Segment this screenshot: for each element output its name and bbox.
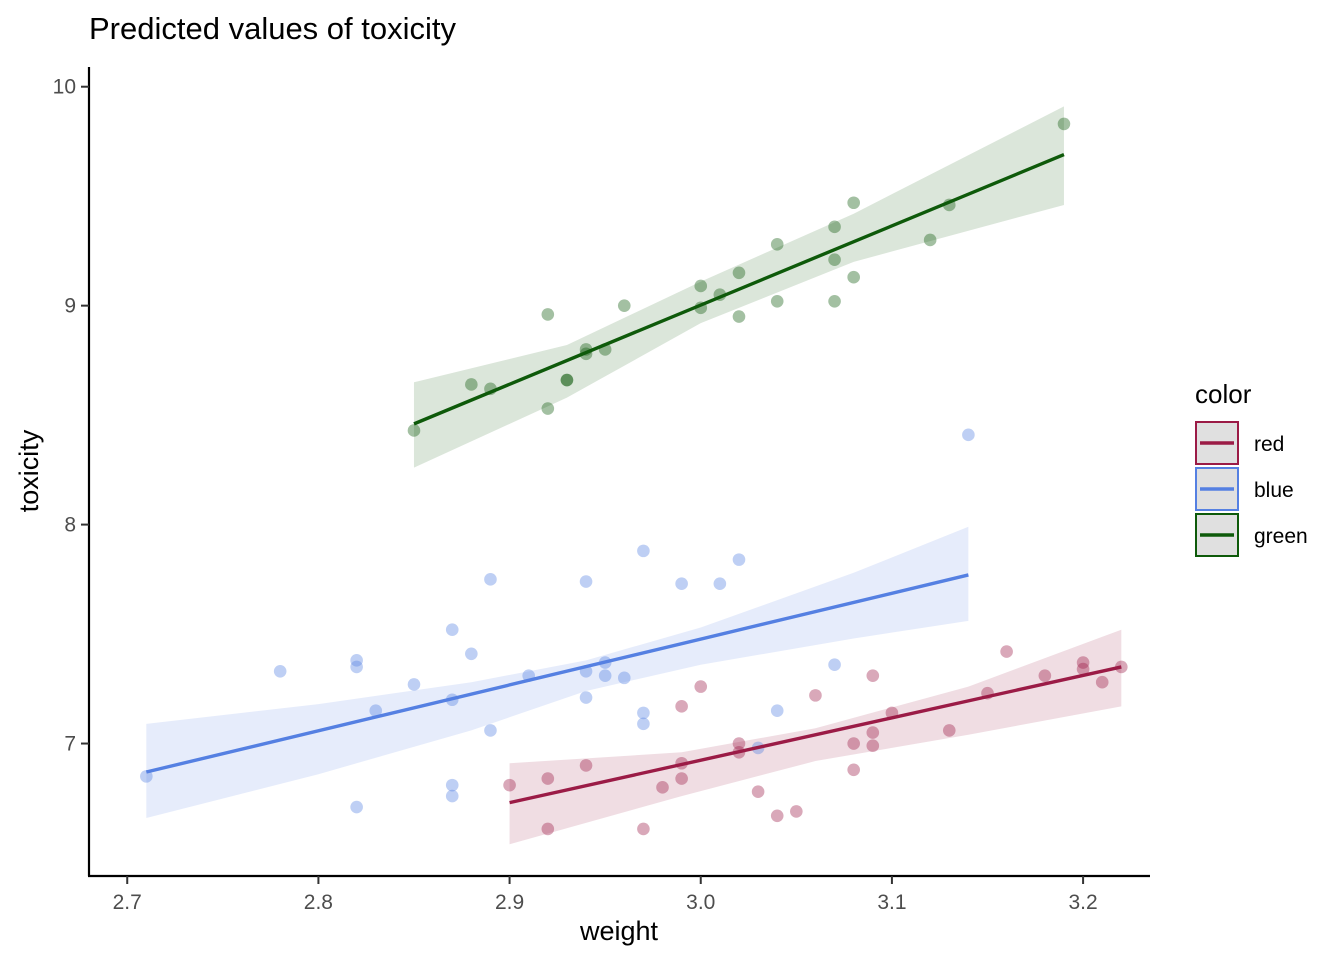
point-green-18 [828, 294, 841, 308]
point-blue-2 [350, 660, 363, 674]
x-tick-label-4: 3.1 [877, 891, 906, 914]
point-green-14 [732, 310, 746, 323]
confidence-band-green [413, 106, 1064, 468]
point-red-4 [637, 822, 650, 836]
confidence-band-red [509, 629, 1122, 845]
x-tick-label-5: 3.2 [1068, 891, 1097, 914]
point-green-0 [407, 424, 421, 437]
point-red-27 [1076, 656, 1090, 669]
point-green-17 [770, 238, 784, 251]
point-blue-23 [637, 717, 650, 731]
y-axis-title: toxicity [14, 429, 44, 512]
point-green-22 [847, 196, 860, 210]
point-green-20 [828, 220, 841, 234]
point-red-5 [656, 781, 669, 794]
point-blue-26 [732, 553, 746, 566]
point-blue-17 [579, 691, 593, 704]
point-blue-19 [598, 669, 612, 682]
point-blue-12 [484, 573, 497, 586]
y-tick-label-3: 10 [53, 76, 76, 99]
point-green-15 [732, 266, 746, 280]
point-green-5 [560, 373, 574, 387]
point-blue-1 [273, 664, 287, 678]
fit-lines [145, 153, 1122, 805]
x-axis-ticks: 2.7 2.8 2.9 3.0 3.1 3.2 [113, 876, 1098, 914]
point-red-1 [541, 772, 555, 785]
point-blue-22 [637, 706, 650, 720]
x-axis-title: weight [579, 916, 659, 946]
point-red-26 [1076, 662, 1090, 676]
chart-title: Predicted values of toxicity [89, 11, 457, 46]
legend-label-blue: blue [1254, 479, 1294, 502]
confidence-bands [146, 106, 1122, 845]
data-points [140, 117, 1128, 836]
point-red-2 [541, 822, 555, 836]
point-blue-21 [637, 544, 650, 558]
y-tick-label-2: 9 [64, 295, 76, 318]
point-green-6 [560, 373, 574, 387]
point-green-10 [617, 299, 631, 312]
point-blue-28 [770, 704, 784, 717]
x-tick-label-3: 3.0 [686, 891, 715, 914]
point-blue-13 [484, 724, 497, 737]
point-red-8 [675, 700, 688, 713]
point-blue-10 [445, 789, 459, 803]
legend-label-green: green [1254, 525, 1308, 548]
point-blue-5 [369, 704, 383, 717]
point-green-19 [828, 253, 841, 266]
point-green-12 [694, 279, 708, 293]
point-green-3 [541, 402, 555, 415]
legend: color red blue green [1195, 379, 1308, 557]
y-tick-label-0: 7 [64, 733, 76, 756]
point-red-12 [751, 785, 765, 799]
y-tick-label-1: 8 [64, 514, 76, 537]
point-red-25 [1038, 669, 1052, 682]
point-blue-25 [713, 577, 727, 591]
point-green-4 [541, 308, 555, 321]
point-red-16 [847, 763, 860, 777]
point-red-13 [770, 809, 784, 823]
point-red-6 [675, 772, 688, 785]
point-red-15 [809, 689, 822, 702]
point-blue-15 [579, 575, 593, 588]
point-red-20 [866, 669, 880, 682]
point-green-16 [770, 294, 784, 308]
fit-line-red [509, 665, 1122, 805]
point-red-28 [1095, 675, 1109, 689]
legend-title: color [1195, 379, 1252, 409]
point-blue-3 [350, 654, 363, 667]
x-tick-label-1: 2.8 [304, 891, 333, 914]
point-green-21 [847, 270, 860, 284]
point-red-19 [866, 726, 880, 739]
point-red-22 [942, 724, 956, 737]
point-green-23 [923, 233, 937, 247]
point-blue-30 [962, 428, 975, 442]
point-red-9 [694, 680, 708, 693]
fit-line-blue [145, 573, 969, 774]
point-blue-20 [617, 671, 631, 685]
point-blue-7 [445, 623, 459, 636]
x-tick-label-2: 2.9 [495, 891, 524, 914]
point-blue-11 [465, 647, 478, 661]
point-blue-24 [675, 577, 688, 591]
point-blue-6 [407, 678, 421, 691]
point-red-24 [1000, 645, 1013, 658]
point-red-3 [579, 759, 593, 772]
point-red-11 [732, 737, 746, 750]
point-blue-4 [350, 800, 363, 814]
point-red-17 [847, 737, 860, 750]
fit-line-green [413, 153, 1065, 426]
point-red-18 [866, 739, 880, 753]
point-blue-29 [828, 658, 841, 672]
point-red-0 [503, 778, 516, 792]
point-green-25 [1057, 117, 1071, 131]
y-axis-ticks: 7 8 9 10 [53, 76, 89, 756]
x-tick-label-0: 2.7 [113, 891, 142, 914]
point-blue-0 [140, 770, 153, 783]
legend-label-red: red [1254, 433, 1284, 456]
point-blue-9 [445, 778, 459, 792]
point-green-1 [465, 378, 478, 391]
point-red-14 [790, 805, 803, 818]
